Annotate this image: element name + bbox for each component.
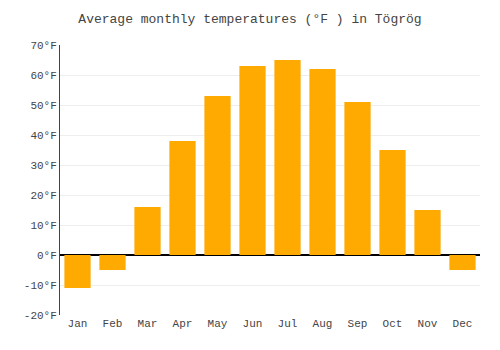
svg-text:-10°F: -10°F [24, 280, 57, 292]
svg-text:Nov: Nov [418, 318, 438, 330]
svg-text:Jun: Jun [243, 318, 263, 330]
svg-text:20°F: 20°F [30, 190, 56, 202]
svg-text:Jan: Jan [68, 318, 88, 330]
svg-text:Dec: Dec [453, 318, 473, 330]
svg-text:May: May [208, 318, 228, 330]
svg-text:0°F: 0°F [37, 250, 57, 262]
svg-text:30°F: 30°F [30, 160, 56, 172]
svg-text:Jul: Jul [278, 318, 298, 330]
svg-text:40°F: 40°F [30, 130, 56, 142]
svg-text:Apr: Apr [173, 318, 193, 330]
svg-text:Oct: Oct [383, 318, 403, 330]
svg-text:Mar: Mar [138, 318, 158, 330]
svg-text:50°F: 50°F [30, 100, 56, 112]
svg-text:Sep: Sep [348, 318, 368, 330]
svg-text:70°F: 70°F [30, 40, 56, 52]
svg-text:10°F: 10°F [30, 220, 56, 232]
svg-text:-20°F: -20°F [24, 310, 57, 322]
svg-text:Feb: Feb [103, 318, 123, 330]
svg-text:Aug: Aug [313, 318, 333, 330]
svg-text:60°F: 60°F [30, 70, 56, 82]
svg-text:Average monthly temperatures (: Average monthly temperatures (°F ) in Tö… [78, 12, 421, 27]
